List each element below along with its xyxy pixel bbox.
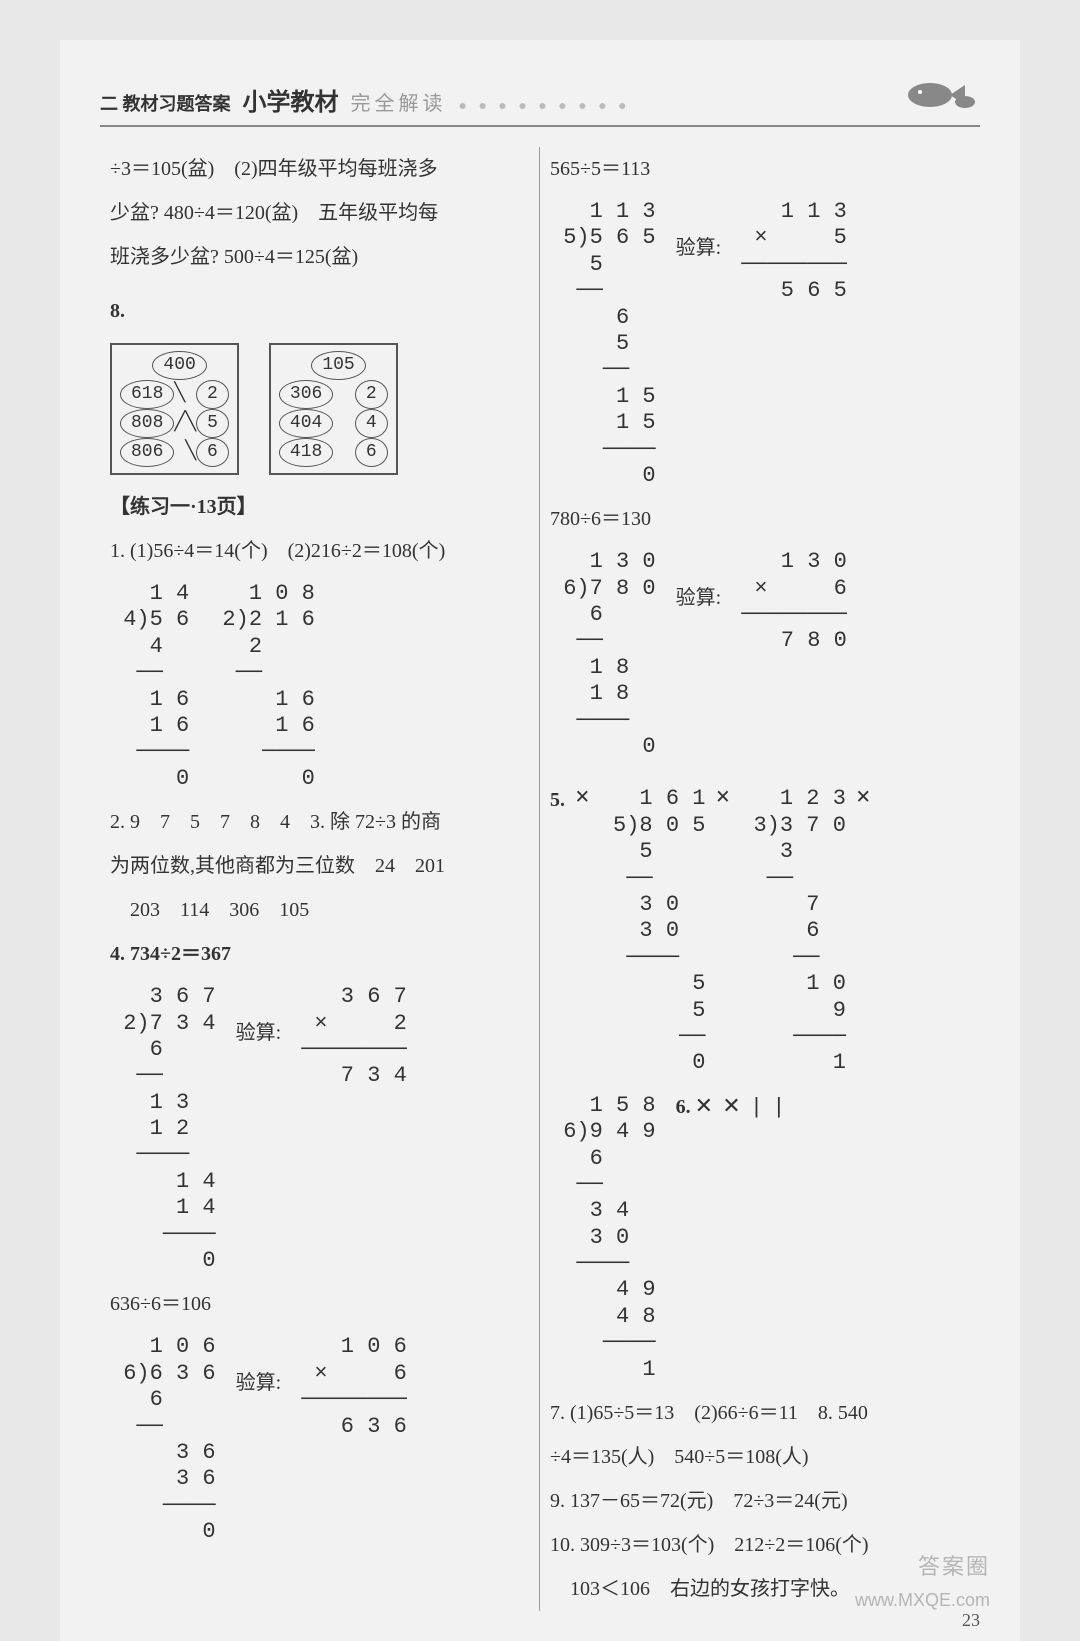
- oval: 6: [355, 438, 388, 467]
- vertical-mult: 3 6 7 × 2 ──────── 7 3 4: [301, 984, 407, 1090]
- long-division: 1 0 8 2)2 1 6 2 ── 1 6 1 6 ──── 0: [209, 581, 315, 792]
- oval: 2: [355, 380, 388, 409]
- text-line: 少盆? 480÷4＝120(盆) 五年级平均每: [110, 191, 529, 235]
- text-line: 班浇多少盆? 500÷4＝125(盆): [110, 235, 529, 279]
- oval: 4: [355, 409, 388, 438]
- match-box-2: 105 306 2 404 4 418 6: [269, 343, 398, 475]
- page-header: 二 教材习题答案 小学教材 完全解读 ● ● ● ● ● ● ● ● ●: [100, 70, 980, 127]
- text-line: 203 114 306 105: [110, 888, 529, 932]
- text-line: ÷4＝135(人) 540÷5＝108(人): [550, 1435, 970, 1479]
- division-row: 1 4 4)5 6 4 ── 1 6 1 6 ──── 0 1 0 8 2)2 …: [110, 573, 529, 800]
- q-number: 8.: [110, 300, 125, 322]
- x-mark: ×: [856, 778, 871, 812]
- text-line: ÷3＝105(盆) (2)四年级平均每班浇多: [110, 147, 529, 191]
- header-dots: ● ● ● ● ● ● ● ● ●: [459, 99, 889, 115]
- x-mark: ×: [575, 778, 590, 812]
- question-6-row: 1 5 8 6)9 4 9 6 ── 3 4 3 0 ──── 4 9 4 8 …: [550, 1085, 970, 1391]
- book-title: 小学教材: [243, 82, 339, 117]
- right-column: 565÷5＝113 1 1 3 5)5 6 5 5 ── 6 5 ── 1 5 …: [540, 147, 980, 1611]
- dot-diagram: ✕ ✕ | |: [695, 1095, 784, 1120]
- q-number: 5.: [550, 789, 565, 811]
- oval: 2: [196, 380, 229, 409]
- equation: 780÷6＝130: [550, 497, 970, 541]
- practice-header: 【练习一·13页】: [110, 485, 529, 529]
- oval: 400: [152, 351, 206, 380]
- question-1: 1. (1)56÷4＝14(个) (2)216÷2＝108(个): [110, 529, 529, 573]
- division-check-row: 1 0 6 6)6 3 6 6 ── 3 6 3 6 ──── 0 验算: 1 …: [110, 1326, 529, 1553]
- left-column: ÷3＝105(盆) (2)四年级平均每班浇多 少盆? 480÷4＝120(盆) …: [100, 147, 540, 1611]
- oval: 5: [196, 409, 229, 438]
- oval: 306: [279, 380, 333, 409]
- check-label: 验算:: [236, 976, 282, 1045]
- long-division: 1 5 8 6)9 4 9 6 ── 3 4 3 0 ──── 4 9 4 8 …: [550, 1093, 656, 1383]
- section-label: 二 教材习题答案: [100, 90, 231, 116]
- page: 二 教材习题答案 小学教材 完全解读 ● ● ● ● ● ● ● ● ● ÷3＝…: [60, 40, 1020, 1641]
- oval: 618: [120, 380, 174, 409]
- oval: 6: [196, 438, 229, 467]
- question-5: 5. × 1 6 1 5)8 0 5 5 ── 3 0 3 0 ──── 5 5…: [550, 778, 970, 1084]
- check-label: 验算:: [236, 1326, 282, 1395]
- question-7: 7. (1)65÷5＝13 (2)66÷6＝11 8. 540: [550, 1391, 970, 1435]
- book-subtitle: 完全解读: [351, 87, 447, 116]
- long-division: 1 2 3 3)3 7 0 3 ── 7 6 ── 1 0 9 ──── 1: [740, 786, 846, 1076]
- vertical-mult: 1 1 3 × 5 ──────── 5 6 5: [741, 199, 847, 305]
- division-check-row: 1 3 0 6)7 8 0 6 ── 1 8 1 8 ──── 0 验算: 1 …: [550, 541, 970, 768]
- equation: 636÷6＝106: [110, 1282, 529, 1326]
- watermark-text: 答案圈: [918, 1549, 990, 1581]
- oval: 404: [279, 409, 333, 438]
- match-boxes: 400 618╲ 2 808╱╲5 806 ╲6 105 306 2 404 4…: [110, 343, 529, 475]
- q-number: 6.: [676, 1096, 691, 1118]
- q6-block: 6. ✕ ✕ | |: [676, 1085, 784, 1129]
- oval: 105: [311, 351, 365, 380]
- division-check-row: 1 1 3 5)5 6 5 5 ── 6 5 ── 1 5 1 5 ──── 0…: [550, 191, 970, 497]
- equation: 565÷5＝113: [550, 147, 970, 191]
- vertical-mult: 1 3 0 × 6 ──────── 7 8 0: [741, 549, 847, 655]
- long-division: 1 1 3 5)5 6 5 5 ── 6 5 ── 1 5 1 5 ──── 0: [550, 199, 656, 489]
- x-mark: ×: [715, 778, 730, 812]
- long-division: 1 0 6 6)6 3 6 6 ── 3 6 3 6 ──── 0: [110, 1334, 216, 1545]
- long-division: 3 6 7 2)7 3 4 6 ── 1 3 1 2 ──── 1 4 1 4 …: [110, 984, 216, 1274]
- check-label: 验算:: [676, 541, 722, 610]
- question-10: 10. 309÷3＝103(个) 212÷2＝106(个): [550, 1523, 970, 1567]
- watermark-url: www.MXQE.com: [855, 1590, 990, 1611]
- question-4: 4. 734÷2＝367: [110, 932, 529, 976]
- page-number: 23: [962, 1610, 980, 1631]
- question-9: 9. 137－65＝72(元) 72÷3＝24(元): [550, 1479, 970, 1523]
- long-division: 1 6 1 5)8 0 5 5 ── 3 0 3 0 ──── 5 5 ── 0: [600, 786, 706, 1076]
- long-division: 1 4 4)5 6 4 ── 1 6 1 6 ──── 0: [110, 581, 189, 792]
- oval: 806: [120, 438, 174, 467]
- oval: 418: [279, 438, 333, 467]
- vertical-mult: 1 0 6 × 6 ──────── 6 3 6: [301, 1334, 407, 1440]
- content-columns: ÷3＝105(盆) (2)四年级平均每班浇多 少盆? 480÷4＝120(盆) …: [100, 147, 980, 1611]
- check-label: 验算:: [676, 191, 722, 260]
- match-box-1: 400 618╲ 2 808╱╲5 806 ╲6: [110, 343, 239, 475]
- text-line: 为两位数,其他商都为三位数 24 201: [110, 844, 529, 888]
- whale-icon: [900, 70, 980, 110]
- oval: 808: [120, 409, 174, 438]
- question-2: 2. 9 7 5 7 8 4 3. 除 72÷3 的商: [110, 800, 529, 844]
- question-8: 8. 400 618╲ 2 808╱╲5 806 ╲6 105 306 2 40…: [110, 289, 529, 475]
- long-division: 1 3 0 6)7 8 0 6 ── 1 8 1 8 ──── 0: [550, 549, 656, 760]
- division-check-row: 3 6 7 2)7 3 4 6 ── 1 3 1 2 ──── 1 4 1 4 …: [110, 976, 529, 1282]
